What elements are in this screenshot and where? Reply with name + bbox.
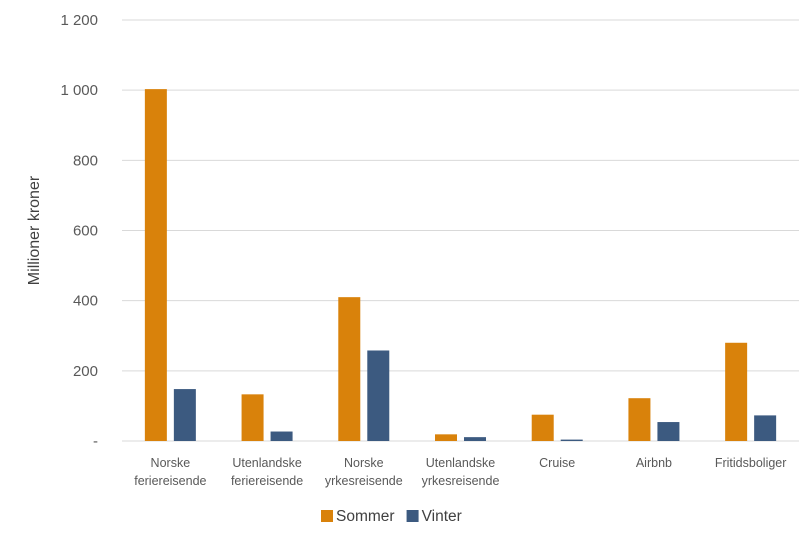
x-category-label: Norske [344, 456, 384, 470]
x-category-label: feriereisende [134, 474, 206, 488]
y-tick-label: 800 [73, 152, 98, 169]
y-axis-ticks: - 200 400 600 800 1 000 1 200 [60, 12, 98, 450]
bar-sommer [725, 343, 747, 441]
y-axis-label: Millioner kroner [26, 175, 43, 285]
y-tick-label: 1 000 [60, 82, 98, 99]
gridlines [122, 20, 799, 441]
bar-vinter [367, 350, 389, 441]
x-category-label: yrkesreisende [422, 474, 500, 488]
bar-vinter [174, 389, 196, 441]
bar-sommer [628, 398, 650, 441]
legend-swatch [407, 510, 419, 522]
y-tick-label: 400 [73, 293, 98, 310]
y-tick-label: 200 [73, 363, 98, 380]
bars [145, 89, 776, 441]
x-category-label: Utenlandske [232, 456, 302, 470]
legend-label: Vinter [422, 508, 462, 525]
x-category-label: Airbnb [636, 456, 672, 470]
bar-sommer [435, 434, 457, 441]
x-category-label: Norske [151, 456, 191, 470]
bar-vinter [754, 415, 776, 441]
x-category-label: Fritidsboliger [715, 456, 787, 470]
bar-sommer [145, 89, 167, 441]
y-tick-label: 600 [73, 223, 98, 240]
x-category-label: Cruise [539, 456, 575, 470]
legend-label: Sommer [336, 508, 395, 525]
x-axis-categories: Norske feriereisende Utenlandske feriereise… [134, 456, 786, 488]
bar-sommer [532, 415, 554, 441]
x-category-label: Utenlandske [426, 456, 496, 470]
legend: Sommer Vinter [321, 508, 462, 525]
bar-vinter [271, 432, 293, 441]
bar-vinter [657, 422, 679, 441]
x-category-label: yrkesreisende [325, 474, 403, 488]
x-category-label: feriereisende [231, 474, 303, 488]
legend-swatch [321, 510, 333, 522]
bar-vinter [464, 437, 486, 441]
bar-vinter [561, 440, 583, 441]
y-tick-label: - [93, 433, 98, 450]
bar-sommer [338, 297, 360, 441]
bar-sommer [242, 394, 264, 441]
y-tick-label: 1 200 [60, 12, 98, 29]
